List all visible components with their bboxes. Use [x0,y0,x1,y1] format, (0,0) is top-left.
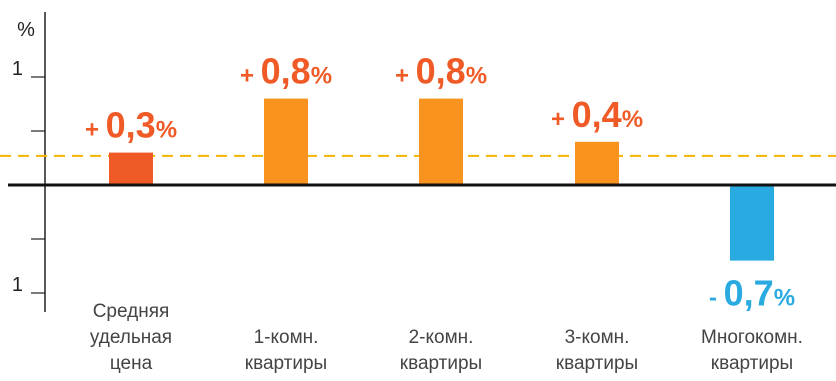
value-sign: + [240,63,261,90]
value-number: 0,8 [261,51,311,92]
category-label-3: 3-комн. квартиры [556,327,638,374]
value-unit: % [311,63,332,90]
category-label-line: 2-комн. [409,327,474,348]
value-unit: % [466,63,487,90]
value-unit: % [622,106,643,133]
y-axis-label: % [17,19,35,41]
value-sign: + [85,117,106,144]
y-tick-label-0: 1 [12,58,23,80]
category-label-2: 2-комн. квартиры [400,327,482,374]
category-label-line: квартиры [711,353,793,374]
category-label-line: Средняя [93,301,170,322]
value-number: 0,4 [572,94,622,135]
value-label-3: + 0,4% [551,94,643,135]
category-label-line: квартиры [556,353,638,374]
value-label-1: + 0,8% [240,51,332,92]
category-label-line: 3-комн. [565,327,630,348]
bar-4 [730,185,774,261]
value-number: 0,3 [106,105,156,146]
value-number: 0,7 [724,273,774,314]
category-label-line: Многокомн. [701,327,803,348]
category-label-4: Многокомн. квартиры [701,327,803,374]
bar-3 [575,141,619,185]
y-tick-label-3: 1 [12,274,23,296]
category-label-0: Средняя удельная цена [90,301,172,374]
bar-1 [264,98,308,185]
value-unit: % [156,117,177,144]
category-label-line: цена [110,353,153,374]
category-label-1: 1-комн. квартиры [245,327,327,374]
bar-2 [419,98,463,185]
category-label-line: удельная [90,327,172,348]
value-unit: % [774,285,795,312]
value-sign: - [709,285,724,312]
value-label-2: + 0,8% [395,51,487,92]
value-number: 0,8 [416,51,466,92]
value-sign: + [551,106,572,133]
value-sign: + [395,63,416,90]
bar-0 [109,152,153,185]
category-label-line: 1-комн. [254,327,319,348]
category-label-line: квартиры [400,353,482,374]
category-label-line: квартиры [245,353,327,374]
value-label-4: - 0,7% [709,273,795,314]
value-label-0: + 0,3% [85,105,177,146]
